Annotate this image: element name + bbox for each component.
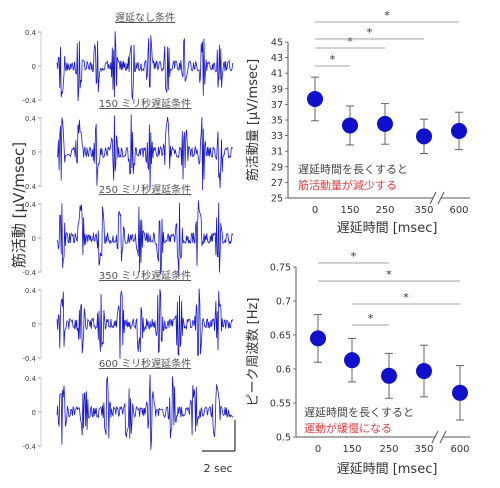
y-tick-label: 39 [271, 84, 283, 95]
emg-trace-title: 遅延なし条件 [115, 11, 175, 24]
y-tick-label: 25 [271, 194, 283, 205]
emg-trace-title: 350 ミリ秒遅延条件 [99, 269, 191, 282]
y-tick-label: 37 [271, 100, 283, 111]
significance-star: * [330, 53, 336, 66]
y-tick-label: 31 [271, 147, 283, 158]
emg-waveform [56, 288, 234, 359]
emg-trace-2: 250 ミリ秒遅延条件 0.4 0 -0.4 [22, 183, 234, 277]
emg-waveform [56, 374, 234, 450]
x-tick-label: 600 [449, 205, 468, 216]
y-tick-label: 33 [271, 131, 283, 142]
y-tick-label: 0.75 [270, 263, 291, 274]
data-point [451, 122, 467, 139]
x-tick-label: 600 [450, 444, 469, 455]
axis-break [429, 191, 445, 205]
emg-tick-label: 0 [32, 149, 36, 157]
y-tick-label: 35 [271, 116, 283, 127]
y-tick-label: 0.7 [276, 297, 291, 308]
y-tick-label: 0.6 [276, 365, 291, 376]
data-point [377, 115, 393, 132]
x-tick-label: 0 [312, 205, 318, 216]
significance-star: * [384, 9, 390, 22]
emg-tick-label: 0.4 [25, 375, 37, 383]
emg-ylabel: 筋活動 [μV/msec] [10, 142, 28, 268]
emg-trace-title: 600 ミリ秒遅延条件 [99, 357, 191, 370]
emg-tick-label: 0 [32, 63, 36, 71]
emg-tick-label: 0.4 [25, 201, 37, 209]
emg-waveform [56, 31, 234, 102]
chart1-annotation-2: 筋活動量が減少する [298, 178, 397, 192]
y-tick-label: 41 [271, 69, 283, 80]
y-tick-label: 29 [271, 162, 283, 173]
x-tick-label: 0 [315, 444, 321, 455]
emg-trace-1: 150 ミリ秒遅延条件 0.4 0 -0.4 [22, 97, 234, 191]
significance-star: * [386, 268, 392, 281]
emg-tick-label: 0 [32, 321, 36, 329]
emg-panel: 筋活動 [μV/msec] 遅延なし条件 0.4 0 -0.4 150 ミリ秒遅延条件 0… [10, 11, 236, 475]
y-tick-label: 0.55 [270, 399, 291, 410]
x-tick-label: 350 [414, 205, 433, 216]
data-point [342, 117, 358, 134]
emg-trace-0: 遅延なし条件 0.4 0 -0.4 [22, 11, 234, 105]
chart1-ylabel: 筋活動量 [μV/msec] [245, 59, 261, 181]
emg-tick-label: 0.4 [25, 115, 37, 123]
significance-star: * [347, 35, 353, 48]
emg-tick-label: -0.4 [22, 269, 36, 277]
data-point [344, 352, 360, 369]
x-tick-label: 150 [342, 444, 361, 455]
emg-tick-label: -0.4 [22, 97, 36, 105]
significance-star: * [368, 312, 374, 325]
emg-trace-3: 350 ミリ秒遅延条件 0.4 0 -0.4 [22, 269, 234, 363]
emg-tick-label: -0.4 [22, 183, 36, 191]
chart2-ylabel: ピーク周波数 [Hz] [246, 298, 261, 407]
chart2-xlabel: 遅延時間 [msec] [337, 462, 438, 477]
data-point [452, 384, 468, 401]
emg-tick-label: 0.4 [25, 287, 37, 295]
chart1-xlabel: 遅延時間 [msec] [337, 221, 438, 236]
emg-trace-4: 600 ミリ秒遅延条件 0.4 0 -0.4 [22, 357, 234, 451]
data-point [381, 367, 397, 384]
peak-frequency-chart: ピーク周波数 [Hz] 遅延時間 [msec] 遅延時間を長くすると 運動が緩慢… [246, 250, 470, 477]
muscle-activity-chart: 筋活動量 [μV/msec] 遅延時間 [msec] 遅延時間を長くすると 筋活… [245, 9, 470, 236]
chart2-annotation-1: 遅延時間を長くすると [304, 406, 414, 419]
emg-waveform [56, 200, 234, 277]
y-tick-label: 27 [271, 178, 283, 189]
y-tick-label: 0.5 [276, 433, 291, 444]
emg-tick-label: 0.4 [25, 29, 37, 37]
emg-trace-title: 150 ミリ秒遅延条件 [99, 97, 191, 110]
y-tick-label: 0.65 [270, 331, 291, 342]
x-tick-label: 150 [340, 205, 359, 216]
x-tick-label: 250 [375, 205, 394, 216]
chart2-annotation-2: 運動が緩慢になる [304, 421, 392, 435]
emg-trace-title: 250 ミリ秒遅延条件 [99, 183, 191, 196]
y-tick-label: 45 [271, 38, 283, 49]
data-point [416, 128, 432, 145]
emg-tick-label: -0.4 [22, 355, 36, 363]
significance-star: * [367, 26, 373, 39]
data-point [307, 90, 323, 107]
significance-star: * [351, 250, 357, 263]
emg-tick-label: -0.4 [22, 443, 36, 451]
x-tick-label: 250 [379, 444, 398, 455]
emg-tick-label: 0 [32, 409, 36, 417]
data-point [416, 363, 432, 380]
scale-bar-label: 2 sec [203, 462, 232, 475]
significance-star: * [403, 291, 409, 304]
chart1-annotation-1: 遅延時間を長くすると [298, 163, 408, 176]
data-point [310, 330, 326, 347]
emg-tick-label: 0 [32, 235, 36, 243]
emg-waveform [56, 114, 234, 191]
y-tick-label: 43 [271, 53, 283, 64]
x-tick-label: 350 [414, 444, 433, 455]
axis-break [431, 430, 447, 444]
